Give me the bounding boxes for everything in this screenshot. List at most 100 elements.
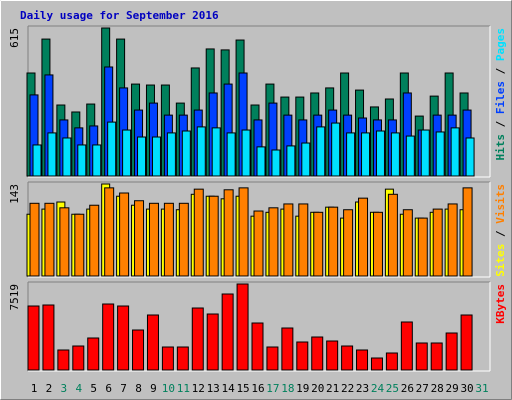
bar bbox=[251, 322, 264, 371]
x-tick-label: 19 bbox=[296, 382, 309, 395]
legend-entry: Visits bbox=[494, 184, 507, 224]
bar bbox=[316, 126, 326, 177]
bar bbox=[400, 321, 413, 371]
bar bbox=[460, 314, 473, 371]
bar bbox=[326, 340, 339, 371]
x-tick-label: 31 bbox=[475, 382, 488, 395]
bar bbox=[119, 192, 130, 277]
legend-entry: KBytes bbox=[494, 284, 507, 324]
bar bbox=[346, 132, 356, 177]
legend: KBytes bbox=[494, 284, 507, 324]
bar bbox=[283, 203, 294, 277]
x-tick-label: 20 bbox=[311, 382, 324, 395]
bar bbox=[385, 352, 398, 371]
bar bbox=[405, 135, 415, 177]
bar bbox=[417, 217, 428, 277]
bar bbox=[47, 132, 57, 177]
bar bbox=[241, 129, 251, 177]
bar bbox=[193, 188, 204, 277]
bar bbox=[313, 211, 324, 277]
bar bbox=[77, 144, 87, 177]
bar bbox=[148, 202, 159, 277]
bar bbox=[104, 187, 115, 277]
bar bbox=[402, 209, 413, 277]
bar bbox=[435, 131, 445, 177]
bar bbox=[117, 305, 130, 371]
x-tick-label: 14 bbox=[222, 382, 236, 395]
x-tick-label: 25 bbox=[386, 382, 399, 395]
bar bbox=[226, 132, 236, 177]
x-tick-label: 24 bbox=[371, 382, 385, 395]
legend-separator: / bbox=[494, 230, 507, 237]
x-tick-label: 21 bbox=[326, 382, 339, 395]
x-tick-label: 9 bbox=[150, 382, 157, 395]
x-tick-label: 26 bbox=[401, 382, 414, 395]
bar bbox=[134, 200, 145, 277]
x-tick-label: 3 bbox=[61, 382, 68, 395]
bar bbox=[208, 195, 219, 277]
bar bbox=[361, 132, 371, 177]
legend-entry: Sites bbox=[494, 244, 507, 277]
bar bbox=[447, 203, 458, 277]
bar bbox=[221, 293, 234, 371]
bar bbox=[107, 121, 117, 177]
x-tick-label: 10 bbox=[162, 382, 175, 395]
x-tick-label: 27 bbox=[416, 382, 429, 395]
bar bbox=[390, 132, 400, 177]
x-tick-label: 30 bbox=[460, 382, 473, 395]
bar bbox=[166, 132, 176, 177]
bar bbox=[331, 122, 341, 177]
x-tick-label: 12 bbox=[192, 382, 205, 395]
bar bbox=[281, 327, 294, 371]
bar bbox=[42, 304, 55, 371]
bar bbox=[296, 341, 309, 371]
bar bbox=[191, 307, 204, 371]
legend-separator: / bbox=[494, 120, 507, 127]
legend-entry: Files bbox=[494, 81, 507, 114]
x-tick-label: 7 bbox=[120, 382, 127, 395]
bar bbox=[462, 187, 473, 277]
bar bbox=[59, 207, 70, 277]
legend-entry: Pages bbox=[494, 28, 507, 61]
bar bbox=[268, 207, 279, 277]
bar bbox=[445, 332, 458, 371]
bar bbox=[32, 144, 42, 177]
bar bbox=[256, 146, 266, 177]
x-tick-label: 11 bbox=[177, 382, 190, 395]
bar bbox=[253, 210, 264, 277]
bar bbox=[223, 189, 234, 277]
bar bbox=[343, 209, 354, 277]
legend: Hits / Files / Pages bbox=[494, 28, 507, 161]
x-tick-label: 4 bbox=[75, 382, 82, 395]
legend: Sites / Visits bbox=[494, 184, 507, 277]
bar bbox=[132, 329, 145, 371]
bar bbox=[178, 202, 189, 277]
bar bbox=[450, 127, 460, 177]
x-tick-label: 5 bbox=[90, 382, 97, 395]
bar bbox=[92, 144, 102, 177]
bar bbox=[432, 208, 443, 277]
bar bbox=[266, 346, 279, 371]
bar bbox=[89, 204, 100, 277]
bar bbox=[328, 206, 339, 277]
bar bbox=[286, 145, 296, 177]
bar bbox=[72, 345, 85, 371]
bar bbox=[87, 337, 100, 371]
bar bbox=[146, 314, 159, 371]
bar bbox=[420, 129, 430, 177]
x-tick-label: 29 bbox=[446, 382, 459, 395]
bar bbox=[238, 187, 249, 277]
bar bbox=[102, 303, 115, 371]
bar bbox=[387, 193, 398, 277]
bar bbox=[27, 305, 40, 371]
bar bbox=[430, 342, 443, 371]
bar bbox=[137, 136, 147, 177]
chart-title: Daily usage for September 2016 bbox=[20, 9, 219, 22]
bar bbox=[301, 142, 311, 177]
x-tick-label: 15 bbox=[236, 382, 249, 395]
bar bbox=[206, 313, 219, 371]
bar bbox=[311, 336, 324, 371]
x-tick-label: 22 bbox=[341, 382, 354, 395]
bar bbox=[176, 346, 189, 371]
